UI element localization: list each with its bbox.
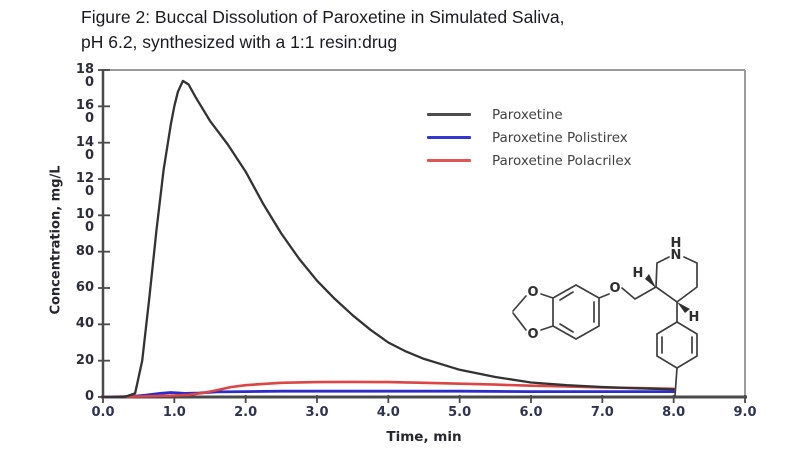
legend-item: Paroxetine Polistirex [427, 126, 631, 149]
phenyl-ring [656, 321, 698, 369]
x-tick-label: 1.0 [162, 405, 186, 420]
legend-label: Paroxetine Polacrilex [492, 152, 632, 169]
x-tick-label: 8.0 [662, 405, 686, 420]
y-tick-label: 20 [75, 352, 94, 368]
x-tick-label: 5.0 [448, 405, 472, 420]
series-line-paroxetine-polacrilex [101, 380, 676, 399]
figure-title-line1: Figure 2: Buccal Dissolution of Paroxeti… [81, 7, 565, 27]
y-tick-label: 18 0 [75, 62, 94, 90]
series-line-paroxetine-polistirex [101, 389, 676, 399]
y-tick-label: 10 0 [75, 207, 94, 236]
legend: Paroxetine Paroxetine Polistirex Paroxetin… [427, 103, 631, 172]
wedge-c3-h [645, 274, 656, 288]
x-tick-label: 4.0 [376, 405, 400, 420]
x-tick-label: 2.0 [234, 405, 258, 420]
y-tick-label: 14 0 [75, 134, 94, 163]
figure-title-line2: pH 6.2, synthesized with a 1:1 resin:dru… [81, 32, 398, 52]
dioxole-o-bottom-label: O [527, 327, 538, 342]
phenyl-double-bonds [661, 336, 693, 354]
c3-h-label: H [633, 266, 644, 281]
legend-item: Paroxetine Polacrilex [427, 149, 631, 172]
benzene-ring [552, 284, 600, 340]
x-tick-label: 6.0 [519, 405, 543, 420]
paroxetine-structure-illustration: H N H H O O O [512, 236, 700, 397]
y-tick-label: 16 0 [75, 98, 94, 127]
legend-line-swatch [427, 112, 471, 117]
y-tick-label: 80 [75, 243, 94, 259]
amine-n-label: N [671, 248, 682, 263]
legend-line-swatch [427, 158, 471, 163]
legend-item: Paroxetine [427, 103, 631, 126]
y-tick-label: 12 0 [75, 171, 94, 199]
x-tick-label: 9.0 [733, 405, 757, 420]
dioxole-bonds [512, 293, 554, 331]
legend-label: Paroxetine [492, 106, 563, 123]
y-tick-label: 60 [75, 280, 94, 295]
y-tick-label: 0 [84, 389, 94, 404]
x-tick-label: 3.0 [305, 405, 329, 420]
series-line-paroxetine [101, 79, 675, 399]
ether-bonds [598, 286, 657, 301]
y-tick-label: 40 [75, 316, 94, 332]
data-series [101, 79, 676, 399]
x-tick-label: 0.0 [91, 405, 115, 420]
legend-label: Paroxetine Polistirex [492, 129, 628, 146]
x-axis-label: Time, min [386, 429, 462, 445]
dioxole-o-top-label: O [527, 285, 538, 300]
ether-o-label: O [609, 281, 620, 296]
phenyl-para-bond [674, 367, 678, 397]
x-tick-label: 7.0 [590, 405, 614, 420]
plot-frame [98, 69, 747, 403]
wedge-c4-h [677, 302, 690, 313]
c4-h-label: H [689, 310, 700, 325]
piperidine-ring [655, 256, 698, 304]
benzene-double-bonds [559, 291, 595, 333]
amine-h-label: H [671, 236, 682, 251]
figure-title: Figure 2: Buccal Dissolution of Paroxeti… [81, 5, 721, 55]
legend-line-swatch [427, 135, 471, 140]
